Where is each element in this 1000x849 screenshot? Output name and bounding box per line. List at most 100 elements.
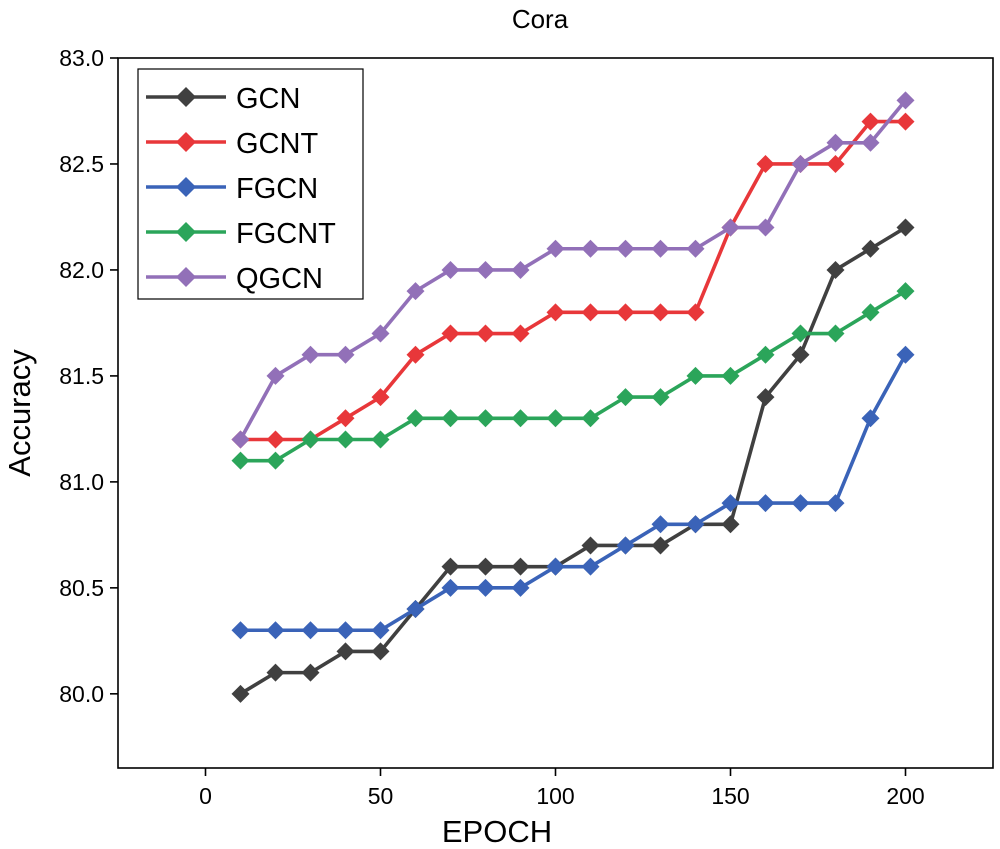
data-point: [651, 536, 670, 555]
legend-swatch-marker: [176, 87, 196, 107]
data-point: [721, 218, 740, 237]
y-tick-label: 80.5: [59, 575, 104, 601]
data-point: [826, 324, 845, 343]
data-point: [336, 409, 355, 428]
legend-item-fgcn: FGCN: [146, 173, 318, 205]
series-layer: [231, 91, 915, 703]
data-point: [616, 388, 635, 407]
data-point: [371, 642, 390, 661]
data-point: [231, 430, 250, 449]
data-point: [511, 557, 530, 576]
x-tick-label: 0: [199, 783, 212, 809]
data-point: [686, 303, 705, 322]
series-line: [240, 353, 908, 633]
legend-item-gcn: GCN: [146, 83, 300, 115]
data-point: [511, 578, 530, 597]
x-tick-label: 150: [711, 783, 749, 809]
legend-swatch-marker: [176, 132, 196, 152]
data-point: [581, 409, 600, 428]
data-point: [721, 366, 740, 385]
data-point: [476, 324, 495, 343]
data-point: [756, 154, 775, 173]
data-point: [756, 218, 775, 237]
data-point: [861, 239, 880, 258]
data-point: [476, 260, 495, 279]
data-point: [616, 536, 635, 555]
data-point: [686, 366, 705, 385]
data-point: [336, 345, 355, 364]
legend-swatch-marker: [176, 177, 196, 197]
data-point: [826, 494, 845, 513]
data-point: [441, 324, 460, 343]
data-point: [651, 303, 670, 322]
data-point: [406, 600, 425, 619]
y-axis-title: Accuracy: [2, 349, 37, 477]
data-point: [441, 409, 460, 428]
data-point: [406, 409, 425, 428]
data-point: [686, 515, 705, 534]
data-point: [686, 239, 705, 258]
y-tick-label: 82.0: [59, 257, 104, 283]
data-point: [336, 621, 355, 640]
data-point: [896, 112, 915, 131]
data-point: [336, 642, 355, 661]
data-point: [896, 218, 915, 237]
data-point: [651, 388, 670, 407]
data-point: [231, 684, 250, 703]
data-point: [266, 451, 285, 470]
y-tick-label: 83.0: [59, 45, 104, 71]
data-point: [371, 621, 390, 640]
data-point: [826, 133, 845, 152]
x-tick-label: 50: [368, 783, 394, 809]
data-point: [476, 409, 495, 428]
legend-item-qgcn: QGCN: [146, 263, 323, 295]
legend-label: GCNT: [236, 128, 318, 160]
x-tick-label: 200: [886, 783, 924, 809]
data-point: [546, 409, 565, 428]
data-point: [476, 578, 495, 597]
data-point: [861, 303, 880, 322]
data-point: [441, 578, 460, 597]
series-fgcn: [231, 345, 915, 640]
data-point: [721, 494, 740, 513]
data-point: [616, 239, 635, 258]
data-point: [546, 303, 565, 322]
data-point: [791, 345, 810, 364]
y-tick-label: 82.5: [59, 151, 104, 177]
data-point: [791, 494, 810, 513]
data-point: [511, 260, 530, 279]
data-point: [581, 536, 600, 555]
data-point: [371, 430, 390, 449]
data-point: [511, 409, 530, 428]
data-point: [266, 621, 285, 640]
data-point: [581, 557, 600, 576]
data-point: [651, 515, 670, 534]
data-point: [861, 409, 880, 428]
data-point: [616, 303, 635, 322]
legend-label: GCN: [236, 83, 300, 115]
series-fgcnt: [231, 282, 915, 470]
legend-swatch-marker: [176, 267, 196, 287]
data-point: [651, 239, 670, 258]
data-point: [546, 557, 565, 576]
data-point: [406, 282, 425, 301]
data-point: [581, 239, 600, 258]
data-point: [896, 282, 915, 301]
y-tick-label: 81.0: [59, 469, 104, 495]
series-line: [238, 99, 907, 441]
data-point: [266, 663, 285, 682]
data-point: [371, 388, 390, 407]
data-point: [266, 430, 285, 449]
data-point: [826, 154, 845, 173]
data-point: [266, 366, 285, 385]
data-point: [301, 430, 320, 449]
series-line: [240, 289, 907, 463]
data-point: [581, 303, 600, 322]
data-point: [791, 324, 810, 343]
data-point: [546, 239, 565, 258]
legend-item-fgcnt: FGCNT: [146, 218, 336, 250]
legend-item-gcnt: GCNT: [146, 128, 318, 160]
data-point: [861, 112, 880, 131]
y-axis: 80.0 80.5 81.0 81.5 82.0 82.5 83.0: [59, 45, 118, 707]
